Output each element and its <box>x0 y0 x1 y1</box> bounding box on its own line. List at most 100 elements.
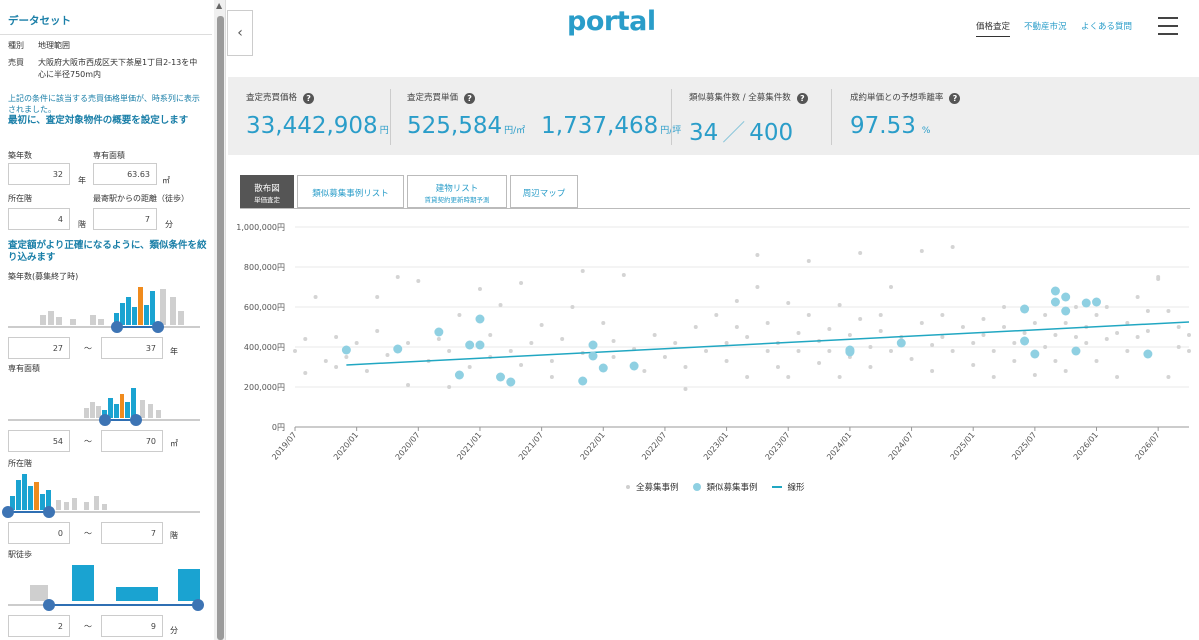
floor-slider-min-handle[interactable] <box>2 506 14 518</box>
floor-max-input[interactable]: 7 <box>101 522 163 544</box>
similar-listing-point <box>1092 297 1102 307</box>
all-listing-point <box>930 369 935 373</box>
age-slider-track[interactable] <box>8 326 200 328</box>
all-listing-point <box>364 369 369 373</box>
all-listing-point <box>436 337 441 341</box>
area-min-input[interactable]: 54 <box>8 430 70 452</box>
all-listing-point <box>940 313 945 317</box>
tab-map[interactable]: 周辺マップ <box>510 175 578 208</box>
all-listing-point <box>519 363 524 367</box>
all-listing-point <box>796 331 801 335</box>
y-tick-label: 200,000円 <box>244 383 285 392</box>
x-tick-label: 2023/07 <box>764 431 792 462</box>
histogram-bar <box>94 496 99 510</box>
area-max-input[interactable]: 70 <box>101 430 163 452</box>
all-listing-point <box>662 355 667 359</box>
nav-faq[interactable]: よくある質問 <box>1081 22 1133 32</box>
similar-listing-point <box>1071 346 1081 356</box>
legend-trend-marker <box>771 486 782 488</box>
scroll-up-icon[interactable]: ▲ <box>216 1 223 10</box>
walk-input[interactable]: 7 <box>93 208 157 230</box>
tab-similar-list[interactable]: 類似募集事例リスト <box>297 175 404 208</box>
all-listing-point <box>755 285 760 289</box>
all-listing-point <box>765 321 770 325</box>
floor-min-input[interactable]: 0 <box>8 522 70 544</box>
dataset-header-row: 種別 地理範囲 <box>8 40 204 52</box>
similar-listing-point <box>1143 349 1153 359</box>
area-label: 専有面積 <box>93 151 125 160</box>
divider <box>671 89 672 145</box>
histogram-bar <box>178 311 184 325</box>
area-input[interactable]: 63.63 <box>93 163 157 185</box>
help-icon[interactable]: ? <box>303 93 315 104</box>
similar-listing-point <box>475 340 485 350</box>
area-slider-max-handle[interactable] <box>130 414 142 426</box>
all-listing-point <box>1073 305 1078 309</box>
age-slider-max-handle[interactable] <box>152 321 164 333</box>
all-listing-point <box>344 355 349 359</box>
all-listing-point <box>375 329 380 333</box>
divider <box>831 89 832 145</box>
age-unit: 年 <box>78 176 86 185</box>
help-icon[interactable]: ? <box>796 93 808 104</box>
walk-min-input[interactable]: 2 <box>8 615 70 637</box>
similar-listing-point <box>1050 297 1060 307</box>
help-icon[interactable]: ? <box>464 93 476 104</box>
histogram-bar <box>132 307 137 325</box>
floor-slider-track[interactable] <box>8 511 200 513</box>
all-listing-point <box>1104 337 1109 341</box>
sidebar-scrollbar[interactable]: ▲ <box>214 0 225 640</box>
histogram-bar <box>98 319 104 325</box>
floor-input[interactable]: 4 <box>8 208 70 230</box>
legend-similar-marker <box>692 483 701 491</box>
floor-slider-max-handle[interactable] <box>43 506 55 518</box>
legend-trend-label: 線形 <box>787 483 805 493</box>
legend-all-label: 全募集事例 <box>636 483 679 493</box>
all-listing-point <box>724 359 729 363</box>
area-slider-min-handle[interactable] <box>99 414 111 426</box>
all-listing-point <box>457 313 462 317</box>
all-listing-point <box>539 323 544 327</box>
all-listing-point <box>981 317 986 321</box>
nav-price-assessment[interactable]: 価格査定 <box>976 20 1011 37</box>
all-listing-point <box>827 349 832 353</box>
all-listing-point <box>652 333 657 337</box>
all-listing-point <box>477 287 482 291</box>
help-icon[interactable]: ? <box>949 93 961 104</box>
all-listing-point <box>755 253 760 257</box>
age-slider-min-handle[interactable] <box>111 321 123 333</box>
hamburger-icon[interactable] <box>1158 16 1178 36</box>
walk-slider-min-handle[interactable] <box>43 599 55 611</box>
similar-listing-point <box>578 376 588 386</box>
tab-scatter-sub: 単価査定 <box>254 196 280 204</box>
all-listing-point <box>611 355 616 359</box>
age-min-input[interactable]: 27 <box>8 337 70 359</box>
age-max-input[interactable]: 37 <box>101 337 163 359</box>
all-listing-point <box>796 349 801 353</box>
collapse-sidebar-button[interactable]: ‹ <box>227 10 253 56</box>
portal-logo[interactable]: portal <box>567 6 656 37</box>
all-listing-point <box>642 369 647 373</box>
all-listing-point <box>971 363 976 367</box>
all-listing-point <box>1063 369 1068 373</box>
nav-market[interactable]: 不動産市況 <box>1024 22 1067 32</box>
scrollbar-thumb[interactable] <box>217 16 224 640</box>
all-listing-point <box>889 285 893 289</box>
all-listing-point <box>385 353 390 357</box>
all-listing-point <box>1135 295 1140 299</box>
age-input[interactable]: 32 <box>8 163 70 185</box>
walk-unit: 分 <box>165 220 173 229</box>
tsubo-price-unit: 円/坪 <box>660 126 681 136</box>
walk-slider-max-handle[interactable] <box>192 599 204 611</box>
walk-max-input[interactable]: 9 <box>101 615 163 637</box>
all-listing-point <box>1115 375 1120 379</box>
tab-scatter[interactable]: 散布図 単価査定 <box>240 175 294 208</box>
all-listing-point <box>1012 359 1017 363</box>
all-listing-point <box>395 275 400 279</box>
tilde: 〜 <box>84 622 92 631</box>
histogram-bar <box>84 502 89 510</box>
tab-building-list[interactable]: 建物リスト 賃貸契約更新時期予測 <box>407 175 507 208</box>
type-header: 種別 <box>8 41 24 50</box>
all-listing-point <box>981 333 986 337</box>
all-listing-point <box>303 371 308 375</box>
